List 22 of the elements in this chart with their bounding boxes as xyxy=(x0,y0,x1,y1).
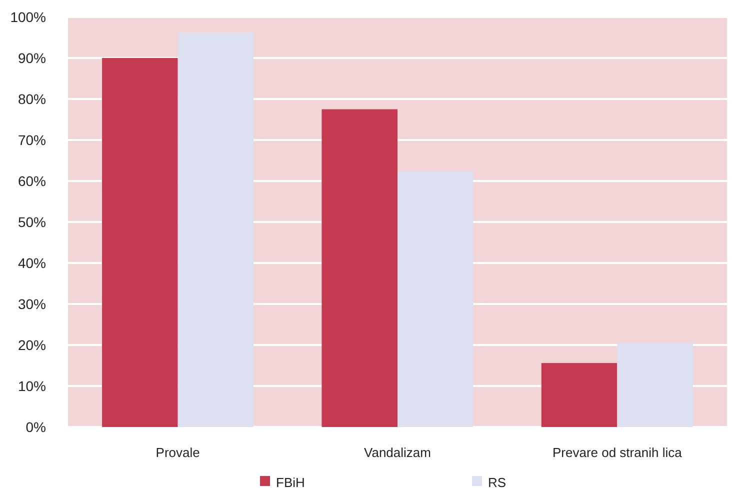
bar xyxy=(322,109,398,427)
y-tick-label: 70% xyxy=(18,132,46,148)
legend-label: FBiH xyxy=(276,475,305,490)
y-tick-label: 50% xyxy=(18,214,46,230)
bar xyxy=(398,171,474,427)
y-tick-label: 10% xyxy=(18,378,46,394)
bar xyxy=(617,342,693,427)
x-tick-label: Prevare od stranih lica xyxy=(552,445,683,460)
y-tick-label: 100% xyxy=(10,8,46,25)
y-tick-label: 30% xyxy=(18,296,46,312)
bar xyxy=(102,58,178,427)
x-tick-label: Provale xyxy=(156,445,200,460)
y-tick-label: 0% xyxy=(26,418,46,435)
y-tick-label: 90% xyxy=(18,50,46,66)
x-tick-label: Vandalizam xyxy=(364,445,431,460)
y-tick-label: 20% xyxy=(18,336,46,353)
y-tick-label: 60% xyxy=(18,172,46,189)
legend-label: RS xyxy=(488,475,506,490)
bar xyxy=(178,32,254,427)
y-tick-label: 80% xyxy=(18,90,46,107)
bar xyxy=(541,363,618,427)
y-tick-label: 40% xyxy=(18,254,46,271)
